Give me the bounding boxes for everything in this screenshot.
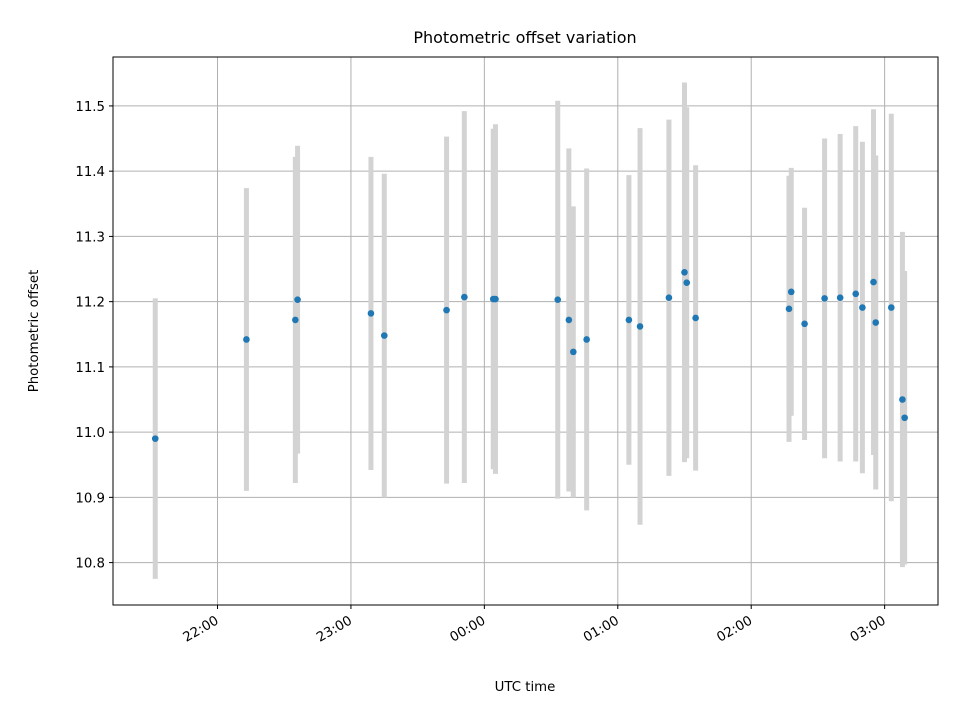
x-axis-label: UTC time <box>495 680 556 695</box>
y-axis-label: Photometric offset <box>27 270 42 393</box>
data-point <box>836 294 844 302</box>
data-point <box>801 320 808 328</box>
data-point <box>565 316 573 324</box>
data-point <box>859 304 866 311</box>
data-point <box>294 296 301 303</box>
data-point <box>570 348 577 356</box>
grid <box>113 57 938 605</box>
data-point <box>583 336 590 343</box>
y-tick-label: 11.3 <box>75 230 105 245</box>
x-tick-label: 01:00 <box>581 613 622 645</box>
data-point <box>888 304 895 311</box>
data-point <box>787 288 795 296</box>
data-point <box>492 295 499 303</box>
x-tick-label: 22:00 <box>181 613 222 645</box>
data-points <box>151 268 908 442</box>
data-point <box>367 310 375 317</box>
data-point <box>683 279 691 287</box>
data-point <box>243 336 250 343</box>
y-tick-label: 11.2 <box>75 296 105 311</box>
y-axis: 10.8 10.9 11.0 11.1 11.2 11.3 11.4 11.5 <box>75 100 113 572</box>
data-point <box>665 294 673 302</box>
data-point <box>625 316 633 324</box>
data-point <box>681 268 688 276</box>
data-point <box>692 314 699 322</box>
y-tick-label: 11.5 <box>75 100 105 115</box>
x-tick-label: 23:00 <box>314 613 355 645</box>
data-point <box>901 414 908 422</box>
data-point <box>461 293 468 301</box>
x-tick-label: 03:00 <box>848 613 889 645</box>
error-bars <box>152 82 908 579</box>
plot-frame <box>112 56 939 606</box>
data-point <box>785 305 793 313</box>
data-point <box>899 396 906 403</box>
y-tick-label: 11.1 <box>75 361 105 376</box>
x-tick-label: 00:00 <box>448 613 489 645</box>
data-point <box>151 435 159 442</box>
data-point <box>380 332 388 339</box>
data-point <box>554 296 562 303</box>
y-tick-label: 11.4 <box>75 165 105 180</box>
data-point <box>872 319 880 326</box>
chart-title: Photometric offset variation <box>413 28 636 47</box>
data-point <box>852 290 860 298</box>
y-tick-label: 10.8 <box>75 557 105 572</box>
x-axis: 22:00 23:00 00:00 01:00 02:00 03:00 <box>181 605 889 646</box>
x-tick-label: 02:00 <box>715 613 756 645</box>
data-point <box>443 306 450 314</box>
data-point <box>636 323 644 330</box>
data-point <box>821 295 828 302</box>
data-point <box>870 278 877 286</box>
data-point <box>292 316 299 324</box>
y-tick-label: 11.0 <box>75 426 105 441</box>
y-tick-label: 10.9 <box>75 491 105 506</box>
